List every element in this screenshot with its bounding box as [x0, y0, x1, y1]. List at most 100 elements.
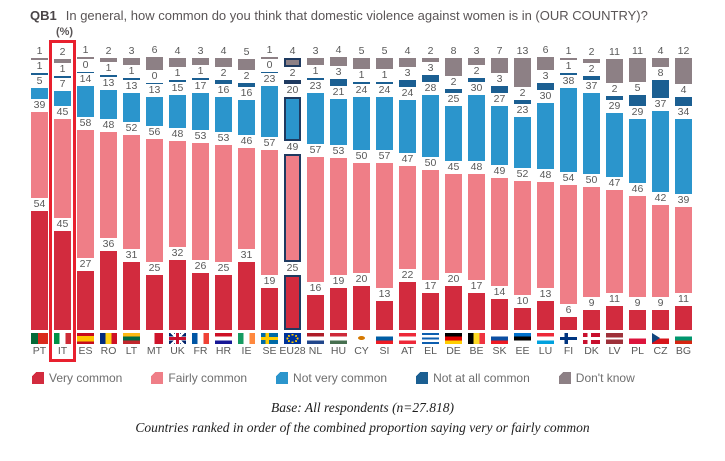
percent-unit-label: (%) [55, 26, 74, 38]
bar-fairly-cy [353, 163, 370, 273]
bar-not-at-all-mt [146, 83, 163, 84]
bar-value-label: 32 [171, 247, 184, 259]
country-code-label: HR [215, 345, 232, 357]
bar-value-label: 45 [56, 106, 69, 118]
bar-value-label: 11 [632, 45, 643, 57]
bar-value-label: 17 [194, 80, 207, 92]
bar-value-label: 19 [332, 275, 345, 287]
bar-fairly-fr [192, 143, 209, 260]
bar-dont-know-sk [491, 58, 508, 73]
flag-el-icon [422, 333, 439, 344]
bar-fairly-ee [514, 181, 531, 295]
bar-fairly-hr [215, 145, 232, 262]
bar-not-very-pt [31, 88, 48, 99]
bar-value-label: 50 [585, 174, 598, 186]
bar-value-label: 2 [105, 45, 112, 57]
bar-fairly-el [422, 170, 439, 280]
bar-value-label: 27 [493, 93, 506, 105]
flag-ee-icon [514, 333, 531, 344]
bar-very-pl [629, 310, 646, 330]
flag-cz-icon [652, 333, 669, 344]
country-code-label: EE [515, 345, 530, 357]
bar-very-pt [31, 211, 48, 330]
bar-very-hu [330, 288, 347, 330]
country-code-label: SK [492, 345, 507, 357]
bar-value-label: 57 [309, 144, 322, 156]
bar-column-fr: 3 1 17 53 26 FR [189, 44, 212, 358]
bar-not-at-all-el [422, 75, 439, 82]
flag-uk-icon [169, 333, 186, 344]
bar-not-very-fr [192, 93, 209, 130]
bar-value-label: 6 [542, 44, 549, 56]
bar-value-label: 1 [565, 45, 572, 57]
country-code-label: PL [631, 345, 644, 357]
flag-dk-icon [583, 333, 600, 344]
bar-dont-know-uk [169, 58, 186, 67]
bar-dont-know-pt [31, 58, 48, 60]
country-code-label: EU28 [279, 345, 306, 357]
country-code-label: RO [100, 345, 117, 357]
bar-value-label: 24 [378, 84, 391, 96]
legend-swatch-icon [151, 372, 164, 384]
flag-cy-icon [353, 333, 370, 344]
legend-item-not-very: Not very common [276, 371, 387, 385]
bar-value-label: 29 [631, 106, 644, 118]
bar-dont-know-hu [330, 57, 347, 66]
legend-label: Fairly common [168, 371, 248, 385]
flag-fr-icon [192, 333, 209, 344]
bar-dont-know-dk [583, 59, 600, 63]
bar-not-very-cy [353, 97, 370, 150]
country-code-label: ES [78, 345, 93, 357]
bar-fairly-dk [583, 187, 600, 297]
bar-value-label: 49 [286, 141, 299, 153]
bar-value-label: 12 [677, 45, 690, 57]
chart-area: 1 1 5 39 54 PT 2 1 7 45 45 IT 1 0 14 58 27 ES 2 1 13 48 36 RO 3 1… [28, 40, 695, 362]
bar-value-label: 9 [634, 297, 641, 309]
bar-dont-know-el [422, 58, 439, 62]
bar-value-label: 4 [174, 45, 181, 57]
country-code-label: FR [193, 345, 208, 357]
bar-value-label: 25 [148, 262, 161, 274]
bar-value-label: 48 [470, 161, 483, 173]
base-note: Base: All respondents (n=27.818) [270, 400, 455, 415]
bar-value-label: 4 [680, 84, 687, 96]
bar-not-very-sk [491, 106, 508, 165]
bar-not-very-eu28 [284, 97, 301, 141]
bar-dont-know-lt [123, 58, 140, 65]
bar-value-label: 20 [286, 84, 299, 96]
bar-very-dk [583, 310, 600, 330]
bar-value-label: 38 [562, 75, 575, 87]
flag-at-icon [399, 333, 416, 344]
bar-value-label: 31 [125, 249, 138, 261]
bar-fairly-at [399, 166, 416, 269]
bar-value-label: 1 [82, 44, 89, 56]
country-code-label: DE [446, 345, 461, 357]
bar-value-label: 46 [240, 135, 253, 147]
bar-fairly-lu [537, 182, 554, 288]
bar-very-cz [652, 310, 669, 330]
bar-column-pt: 1 1 5 39 54 PT [28, 44, 51, 358]
bar-value-label: 8 [450, 45, 457, 57]
bar-very-cy [353, 286, 370, 330]
bar-very-hr [215, 275, 232, 330]
legend-label: Don't know [575, 371, 635, 385]
bar-value-label: 47 [401, 153, 414, 165]
bar-not-very-el [422, 95, 439, 157]
bar-value-label: 2 [473, 65, 480, 77]
bar-value-label: 11 [609, 46, 620, 58]
country-code-label: CZ [653, 345, 668, 357]
bar-value-label: 11 [678, 293, 689, 305]
bar-column-pl: 11 5 29 46 9 PL [626, 44, 649, 358]
bar-dont-know-es [77, 57, 94, 59]
country-code-label: SE [262, 345, 277, 357]
bar-value-label: 3 [335, 66, 342, 78]
bar-value-label: 30 [539, 90, 552, 102]
bar-value-label: 24 [401, 87, 414, 99]
country-code-label: IE [241, 345, 252, 357]
bar-column-se: 1 0 23 57 19 SE [258, 44, 281, 358]
bar-not-at-all-uk [169, 80, 186, 82]
bar-column-nl: 3 1 23 57 16 NL [304, 44, 327, 358]
question-code: QB1 [30, 8, 57, 23]
bar-value-label: 48 [171, 128, 184, 140]
bar-not-very-nl [307, 93, 324, 144]
